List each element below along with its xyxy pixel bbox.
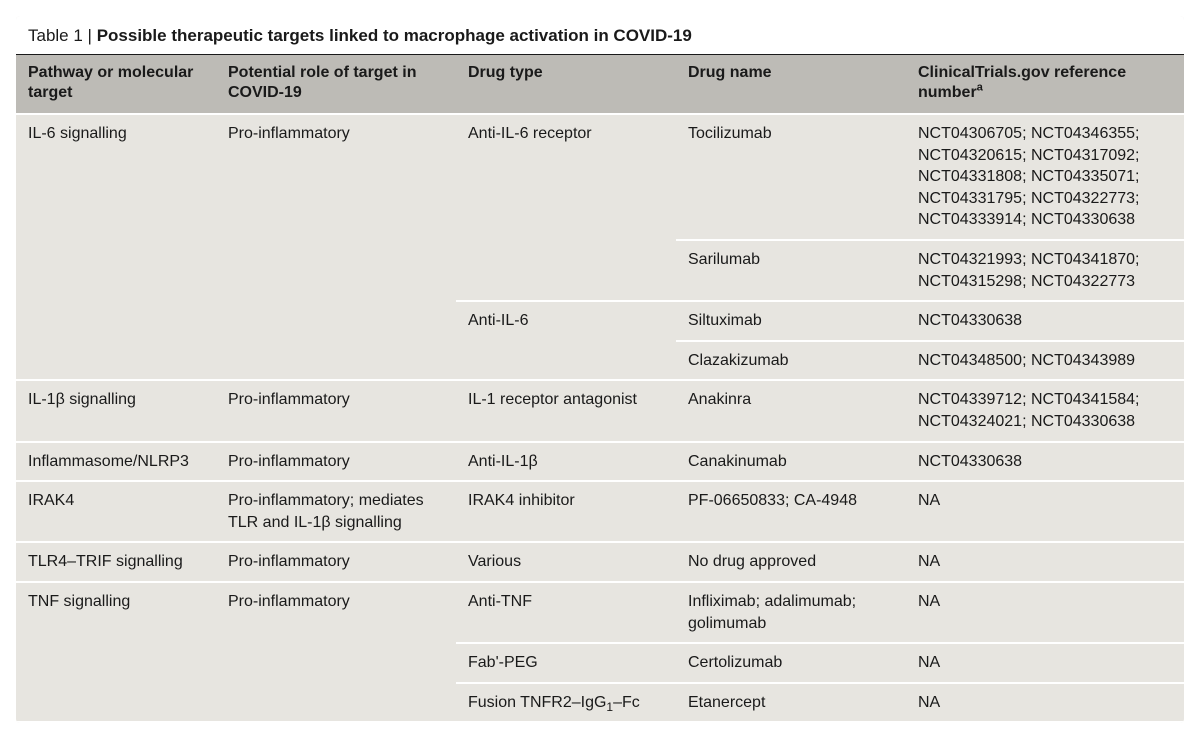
cell-drugname: PF-06650833; CA-4948 xyxy=(676,481,906,542)
cell-drugtype: Fusion TNFR2–IgG1–Fc xyxy=(456,683,676,723)
col-header-pathway: Pathway or molecular target xyxy=(16,55,216,114)
cell-ref: NA xyxy=(906,481,1184,542)
cell-pathway: IL-1β signalling xyxy=(16,380,216,441)
cell-role: Pro-inflammatory xyxy=(216,542,456,582)
therapeutic-targets-table: Table 1 | Possible therapeutic targets l… xyxy=(16,16,1184,723)
cell-drugname: Tocilizumab xyxy=(676,114,906,240)
cell-role: Pro-inflammatory xyxy=(216,442,456,482)
col-header-drugname: Drug name xyxy=(676,55,906,114)
cell-ref: NCT04330638 xyxy=(906,301,1184,341)
drugtype-pre: Fusion TNFR2–IgG xyxy=(468,694,606,711)
cell-ref: NA xyxy=(906,643,1184,683)
cell-pathway: TNF signalling xyxy=(16,582,216,722)
cell-pathway: TLR4–TRIF signalling xyxy=(16,542,216,582)
cell-drugtype: IRAK4 inhibitor xyxy=(456,481,676,542)
drugtype-post: –Fc xyxy=(613,694,640,711)
cell-drugtype: Anti-IL-6 xyxy=(456,301,676,380)
cell-drugname: Clazakizumab xyxy=(676,341,906,381)
caption-prefix: Table 1 | xyxy=(28,26,97,45)
cell-drugname: No drug approved xyxy=(676,542,906,582)
table-row: TLR4–TRIF signalling Pro-inflammatory Va… xyxy=(16,542,1184,582)
cell-pathway: Inflammasome/NLRP3 xyxy=(16,442,216,482)
col-header-drugtype: Drug type xyxy=(456,55,676,114)
cell-role: Pro-inflammatory xyxy=(216,380,456,441)
col-header-ref: ClinicalTrials.gov reference numbera xyxy=(906,55,1184,114)
caption-title: Possible therapeutic targets linked to m… xyxy=(97,26,692,45)
header-row: Pathway or molecular target Potential ro… xyxy=(16,55,1184,114)
cell-ref: NA xyxy=(906,582,1184,643)
cell-drugname: Siltuximab xyxy=(676,301,906,341)
table-row: IL-1β signalling Pro-inflammatory IL-1 r… xyxy=(16,380,1184,441)
cell-ref: NA xyxy=(906,683,1184,723)
cell-drugtype: IL-1 receptor antagonist xyxy=(456,380,676,441)
col-header-ref-text: ClinicalTrials.gov reference number xyxy=(918,64,1126,101)
cell-ref: NCT04348500; NCT04343989 xyxy=(906,341,1184,381)
cell-drugtype: Fab'-PEG xyxy=(456,643,676,683)
cell-drugtype: Anti-IL-6 receptor xyxy=(456,114,676,301)
cell-drugtype: Various xyxy=(456,542,676,582)
table-row: IRAK4 Pro-inflammatory; mediates TLR and… xyxy=(16,481,1184,542)
table-row: Inflammasome/NLRP3 Pro-inflammatory Anti… xyxy=(16,442,1184,482)
data-table: Pathway or molecular target Potential ro… xyxy=(16,55,1184,723)
table-row: TNF signalling Pro-inflammatory Anti-TNF… xyxy=(16,582,1184,643)
cell-drugname: Canakinumab xyxy=(676,442,906,482)
cell-role: Pro-inflammatory xyxy=(216,114,456,380)
cell-drugtype: Anti-IL-1β xyxy=(456,442,676,482)
col-header-ref-sup: a xyxy=(977,82,983,94)
cell-ref: NA xyxy=(906,542,1184,582)
cell-ref: NCT04339712; NCT04341584; NCT04324021; N… xyxy=(906,380,1184,441)
cell-drugname: Certolizumab xyxy=(676,643,906,683)
cell-drugname: Sarilumab xyxy=(676,240,906,301)
table-row: IL-6 signalling Pro-inflammatory Anti-IL… xyxy=(16,114,1184,240)
cell-ref: NCT04321993; NCT04341870; NCT04315298; N… xyxy=(906,240,1184,301)
cell-pathway: IRAK4 xyxy=(16,481,216,542)
cell-role: Pro-inflammatory xyxy=(216,582,456,722)
cell-ref: NCT04330638 xyxy=(906,442,1184,482)
cell-drugtype: Anti-TNF xyxy=(456,582,676,643)
drugtype-sub: 1 xyxy=(606,700,613,714)
cell-drugname: Infliximab; adalimumab; golimumab xyxy=(676,582,906,643)
cell-ref: NCT04306705; NCT04346355; NCT04320615; N… xyxy=(906,114,1184,240)
col-header-role: Potential role of target in COVID-19 xyxy=(216,55,456,114)
cell-drugname: Etanercept xyxy=(676,683,906,723)
cell-role: Pro-inflammatory; mediates TLR and IL-1β… xyxy=(216,481,456,542)
cell-pathway: IL-6 signalling xyxy=(16,114,216,380)
table-caption: Table 1 | Possible therapeutic targets l… xyxy=(16,16,1184,55)
cell-drugname: Anakinra xyxy=(676,380,906,441)
